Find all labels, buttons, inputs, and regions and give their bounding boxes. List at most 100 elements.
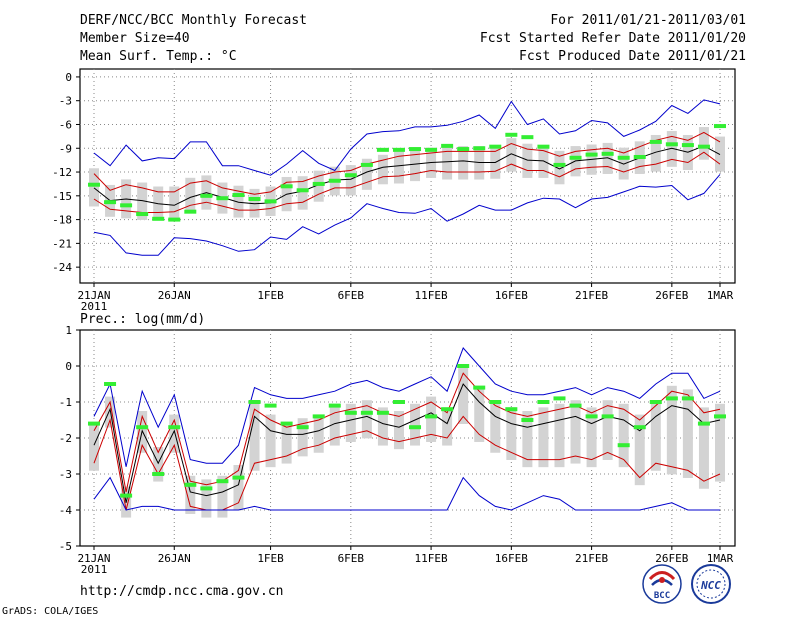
observed-marker [232, 475, 245, 480]
x-tick-label: 11FEB [415, 552, 448, 565]
observed-marker [264, 403, 277, 408]
member-box [410, 149, 421, 182]
min-line [93, 476, 720, 511]
observed-marker [649, 139, 662, 144]
observed-marker [617, 155, 630, 160]
header-member-size: Member Size=40 [80, 31, 190, 46]
upper-quartile-line [93, 372, 721, 493]
observed-marker [104, 382, 117, 386]
member-box [89, 425, 99, 471]
member-box [634, 414, 645, 486]
precip-panel-title: Prec.: log(mm/d) [80, 312, 205, 327]
member-box [506, 407, 517, 460]
observed-marker [425, 414, 438, 419]
y-tick-label: -4 [59, 504, 73, 517]
member-box [361, 158, 372, 190]
member-box [570, 400, 581, 464]
x-tick-label: 21JAN [77, 552, 110, 565]
member-box [89, 168, 99, 207]
y-tick-label: -3 [59, 95, 72, 108]
observed-marker [665, 396, 678, 401]
member-box [233, 465, 244, 511]
median-line [93, 145, 721, 206]
member-box [426, 396, 437, 442]
member-box [297, 176, 308, 210]
observed-marker [312, 181, 325, 186]
header-produced-date: Fcst Produced Date 2011/01/21 [519, 49, 746, 64]
observed-marker [409, 425, 422, 430]
member-box [506, 138, 517, 172]
observed-marker [392, 147, 405, 152]
member-box [698, 127, 709, 160]
observed-marker [473, 385, 486, 390]
member-box [442, 146, 453, 180]
y-tick-label: -1 [59, 396, 72, 409]
member-box [618, 403, 629, 468]
y-tick-label: -15 [52, 190, 72, 203]
observed-marker [489, 400, 502, 404]
y-tick-label: 1 [65, 324, 72, 337]
observed-marker [88, 421, 100, 426]
observed-marker [328, 178, 341, 183]
observed-marker [232, 193, 245, 198]
observed-marker [200, 486, 213, 491]
observed-marker [585, 152, 598, 157]
observed-marker [649, 400, 662, 404]
header-variable: Mean Surf. Temp.: °C [80, 49, 237, 64]
observed-marker [505, 407, 518, 412]
member-box [361, 400, 372, 439]
member-box [682, 389, 693, 478]
observed-marker [441, 143, 454, 148]
observed-marker [601, 414, 614, 419]
x-tick-label: 21FEB [575, 552, 608, 565]
observed-marker [280, 421, 293, 426]
observed-marker [521, 135, 534, 140]
y-tick-label: 0 [65, 360, 72, 373]
upper-quartile-line [93, 131, 721, 195]
bcc-logo-text: BCC [654, 591, 670, 601]
y-tick-label: -3 [59, 468, 72, 481]
observed-marker [216, 479, 229, 484]
y-tick-label: -21 [52, 237, 72, 250]
lower-quartile-line [93, 151, 721, 213]
y-tick-label: -9 [59, 142, 72, 155]
source-url[interactable]: http://cmdp.ncc.cma.gov.cn [80, 584, 284, 599]
observed-marker [296, 188, 309, 193]
member-box [105, 396, 116, 428]
observed-marker [409, 147, 422, 152]
x-tick-label: 1MAR [707, 552, 734, 565]
observed-marker [617, 443, 630, 448]
x-tick-label: 21JAN [77, 289, 110, 302]
member-box [650, 400, 661, 471]
member-box [265, 414, 276, 468]
observed-marker [344, 410, 357, 415]
y-tick-label: -2 [59, 432, 72, 445]
member-box [538, 407, 549, 468]
member-box [666, 131, 677, 167]
observed-marker [280, 184, 293, 189]
y-tick-label: 0 [65, 71, 72, 84]
observed-marker [376, 147, 389, 152]
member-box [522, 143, 533, 178]
member-box [490, 400, 501, 453]
member-box [666, 385, 677, 475]
y-tick-label: -6 [59, 118, 72, 131]
median-line [93, 383, 721, 503]
member-box [377, 154, 388, 185]
y-tick-label: -12 [52, 166, 72, 179]
observed-marker [681, 396, 694, 401]
x-tick-label: 1MAR [707, 289, 734, 302]
observed-marker [585, 414, 598, 419]
member-box [538, 145, 549, 178]
observed-marker [473, 146, 486, 151]
member-box [393, 411, 404, 450]
max-line [93, 347, 721, 467]
member-box [458, 367, 469, 424]
member-box [715, 403, 725, 482]
member-box [602, 400, 613, 460]
member-box [698, 407, 709, 489]
bcc-logo: BCC [642, 564, 682, 604]
observed-marker [569, 403, 582, 408]
observed-marker [152, 216, 165, 221]
x-tick-label: 1FEB [257, 289, 284, 302]
